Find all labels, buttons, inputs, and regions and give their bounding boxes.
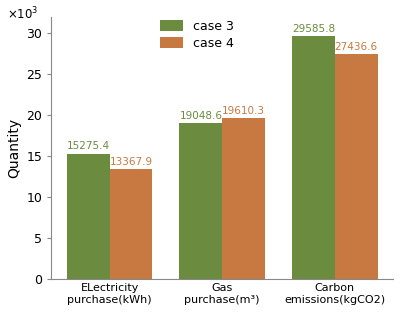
Bar: [222, 118, 265, 279]
Legend: case 3, case 4: case 3, case 4: [160, 20, 234, 50]
Bar: [292, 36, 335, 279]
Text: $\times 10^3$: $\times 10^3$: [7, 6, 38, 23]
Text: 19610.3: 19610.3: [222, 106, 265, 116]
Bar: [180, 123, 222, 279]
Text: 29585.8: 29585.8: [292, 24, 335, 34]
Y-axis label: Quantity: Quantity: [7, 118, 21, 178]
Text: 19048.6: 19048.6: [179, 110, 222, 120]
Bar: [110, 169, 152, 279]
Bar: [67, 154, 110, 279]
Text: 15275.4: 15275.4: [67, 141, 110, 151]
Text: 27436.6: 27436.6: [334, 42, 378, 52]
Bar: [335, 54, 378, 279]
Text: 13367.9: 13367.9: [110, 157, 153, 167]
